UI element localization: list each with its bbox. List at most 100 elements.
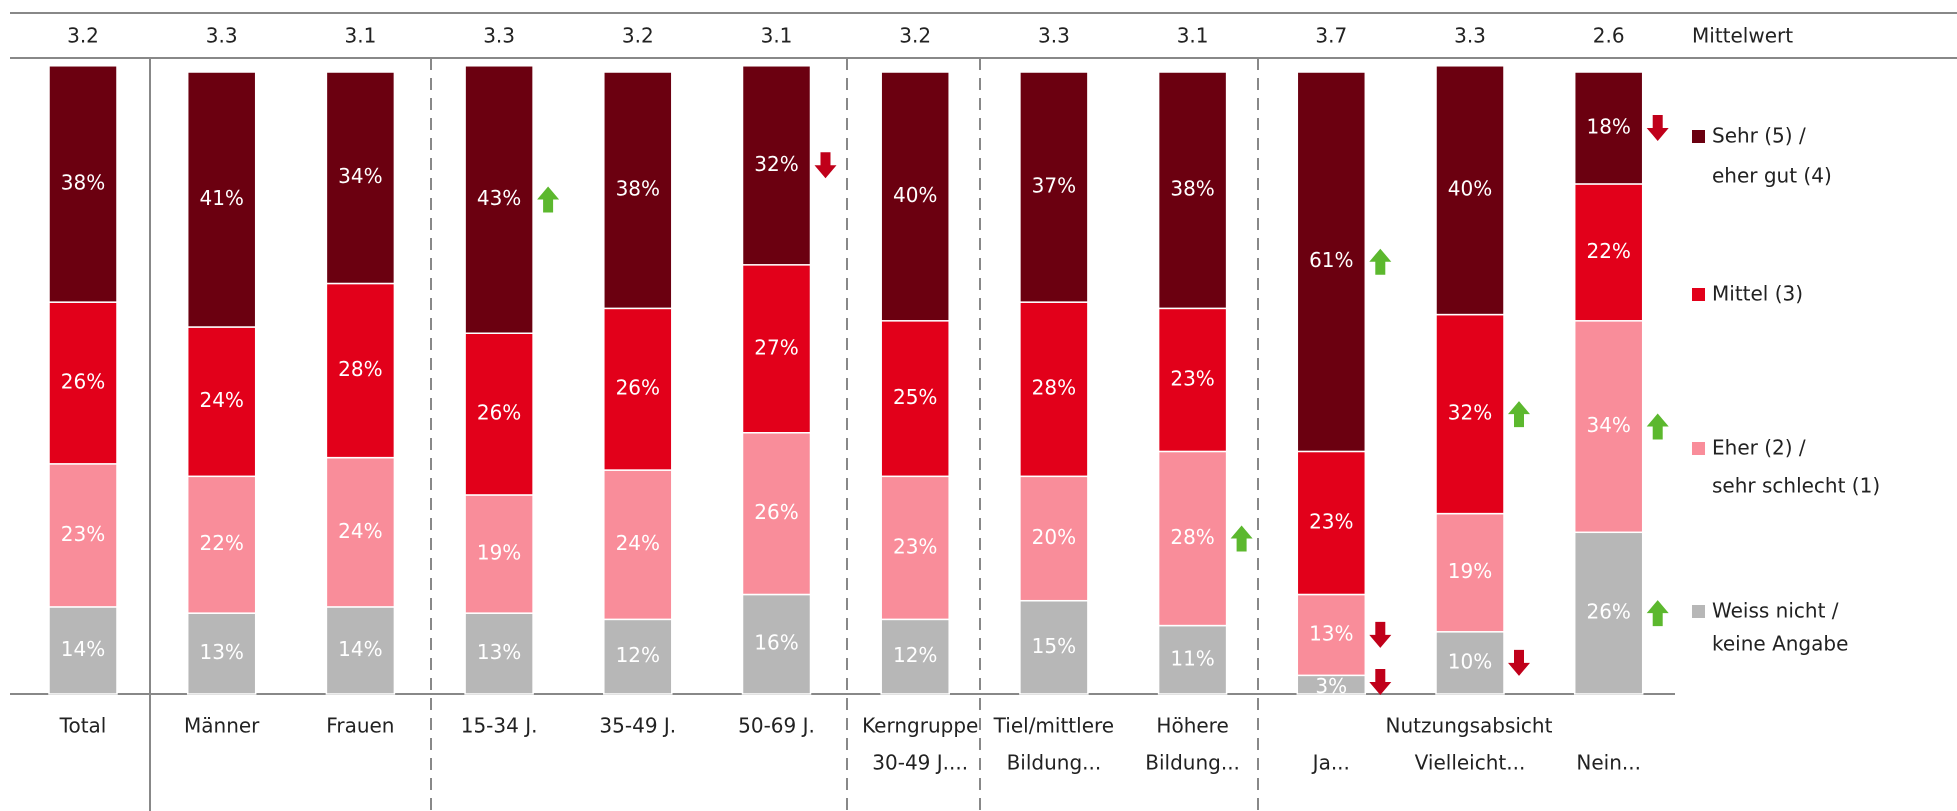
mean-value: 3.1 xyxy=(761,24,793,48)
value-label: 34% xyxy=(338,164,382,188)
value-label: 14% xyxy=(61,637,105,661)
trend-arrow xyxy=(1369,669,1392,695)
value-label: 26% xyxy=(754,500,798,524)
mean-value: 3.3 xyxy=(206,24,238,48)
bar-segment xyxy=(325,71,396,285)
legend-swatch xyxy=(1692,288,1705,301)
value-label: 28% xyxy=(338,357,382,381)
value-label: 26% xyxy=(1586,600,1630,624)
legend-label: keine Angabe xyxy=(1712,632,1848,656)
value-label: 22% xyxy=(1586,239,1630,263)
mean-value: 3.2 xyxy=(67,24,99,48)
bar-segment xyxy=(1296,71,1367,453)
legend-swatch xyxy=(1692,130,1705,143)
bar-segment xyxy=(741,593,812,695)
value-label: 40% xyxy=(1448,177,1492,201)
x-tick-label: Bildung... xyxy=(1145,751,1240,775)
trend-arrow xyxy=(1369,248,1392,275)
bar-segment xyxy=(1157,450,1228,627)
mean-value: 3.3 xyxy=(1454,24,1486,48)
value-label: 23% xyxy=(893,534,937,558)
x-tick-label: Ja... xyxy=(1311,751,1350,775)
bar-segment xyxy=(880,71,950,322)
legend-label: eher gut (4) xyxy=(1712,164,1832,188)
value-label: 19% xyxy=(1448,559,1492,583)
value-label: 10% xyxy=(1448,649,1492,673)
mean-value: 3.3 xyxy=(483,24,515,48)
x-tick-label: 50-69 J. xyxy=(738,714,815,738)
value-label: 41% xyxy=(199,186,243,210)
value-label: 13% xyxy=(1309,621,1353,645)
bar-segment xyxy=(1019,71,1089,303)
x-tick-label: Vielleicht... xyxy=(1415,751,1526,775)
value-label: 22% xyxy=(199,531,243,555)
value-label: 18% xyxy=(1586,114,1630,138)
value-label: 61% xyxy=(1309,248,1353,272)
x-tick-label: Total xyxy=(59,714,107,738)
value-label: 40% xyxy=(893,183,937,207)
trend-arrow xyxy=(537,186,560,213)
value-label: 32% xyxy=(1448,401,1492,425)
bar-segment xyxy=(1573,71,1644,185)
legend-label: Eher (2) / xyxy=(1712,436,1806,460)
trend-arrow xyxy=(1646,413,1669,440)
bar-segment xyxy=(1435,65,1505,316)
bar-segment xyxy=(48,301,118,465)
value-label: 37% xyxy=(1032,174,1076,198)
value-label: 38% xyxy=(616,177,660,201)
value-label: 11% xyxy=(1170,646,1214,670)
legend-swatch xyxy=(1692,605,1705,618)
legend-label: Mittel (3) xyxy=(1712,282,1803,306)
value-label: 43% xyxy=(477,186,521,210)
mean-value: 3.7 xyxy=(1315,24,1347,48)
bar-segment xyxy=(1296,593,1367,677)
bar-segment xyxy=(186,612,257,695)
bar-segment xyxy=(741,65,812,266)
group-label: Nutzungsabsicht xyxy=(1386,714,1553,738)
mean-value: 3.1 xyxy=(344,24,376,48)
x-tick-label: 15-34 J. xyxy=(461,714,538,738)
value-label: 24% xyxy=(199,388,243,412)
x-tick-label: 30-49 J.... xyxy=(872,751,968,775)
mean-value: 3.2 xyxy=(622,24,654,48)
x-tick-label: Höhere xyxy=(1156,714,1228,738)
bar-segment xyxy=(1019,599,1089,695)
mean-value: 3.1 xyxy=(1177,24,1209,48)
bar-segment xyxy=(1573,320,1644,534)
trend-arrow xyxy=(814,152,837,179)
bar-segment xyxy=(1573,183,1644,322)
bar-segment xyxy=(880,618,950,695)
value-label: 23% xyxy=(61,522,105,546)
bar-segment xyxy=(1157,624,1228,695)
x-tick-label: 35-49 J. xyxy=(599,714,676,738)
value-label: 26% xyxy=(616,376,660,400)
value-label: 26% xyxy=(477,401,521,425)
value-label: 15% xyxy=(1032,634,1076,658)
value-label: 24% xyxy=(338,519,382,543)
value-label: 28% xyxy=(1170,525,1214,549)
bar-segment xyxy=(603,618,673,695)
bar-segment xyxy=(464,612,534,695)
bar-segment xyxy=(603,307,673,471)
bar-segment xyxy=(48,463,118,608)
mean-value: 2.6 xyxy=(1593,24,1625,48)
bar-segment xyxy=(1573,531,1644,695)
mean-value: 3.2 xyxy=(899,24,931,48)
bar-segment xyxy=(325,282,396,459)
value-label: 14% xyxy=(338,637,382,661)
bar-segment xyxy=(1157,307,1228,453)
bar-segment xyxy=(1435,313,1505,515)
x-tick-label: Nein... xyxy=(1576,751,1641,775)
bar-segment xyxy=(186,475,257,614)
value-label: 23% xyxy=(1170,366,1214,390)
value-label: 3% xyxy=(1315,674,1347,698)
trend-arrow xyxy=(1646,114,1669,141)
bar-segment xyxy=(48,65,118,303)
bar-segment xyxy=(1157,71,1228,310)
value-label: 32% xyxy=(754,152,798,176)
mean-value: 3.3 xyxy=(1038,24,1070,48)
bar-segment xyxy=(880,475,950,621)
value-label: 38% xyxy=(61,170,105,194)
